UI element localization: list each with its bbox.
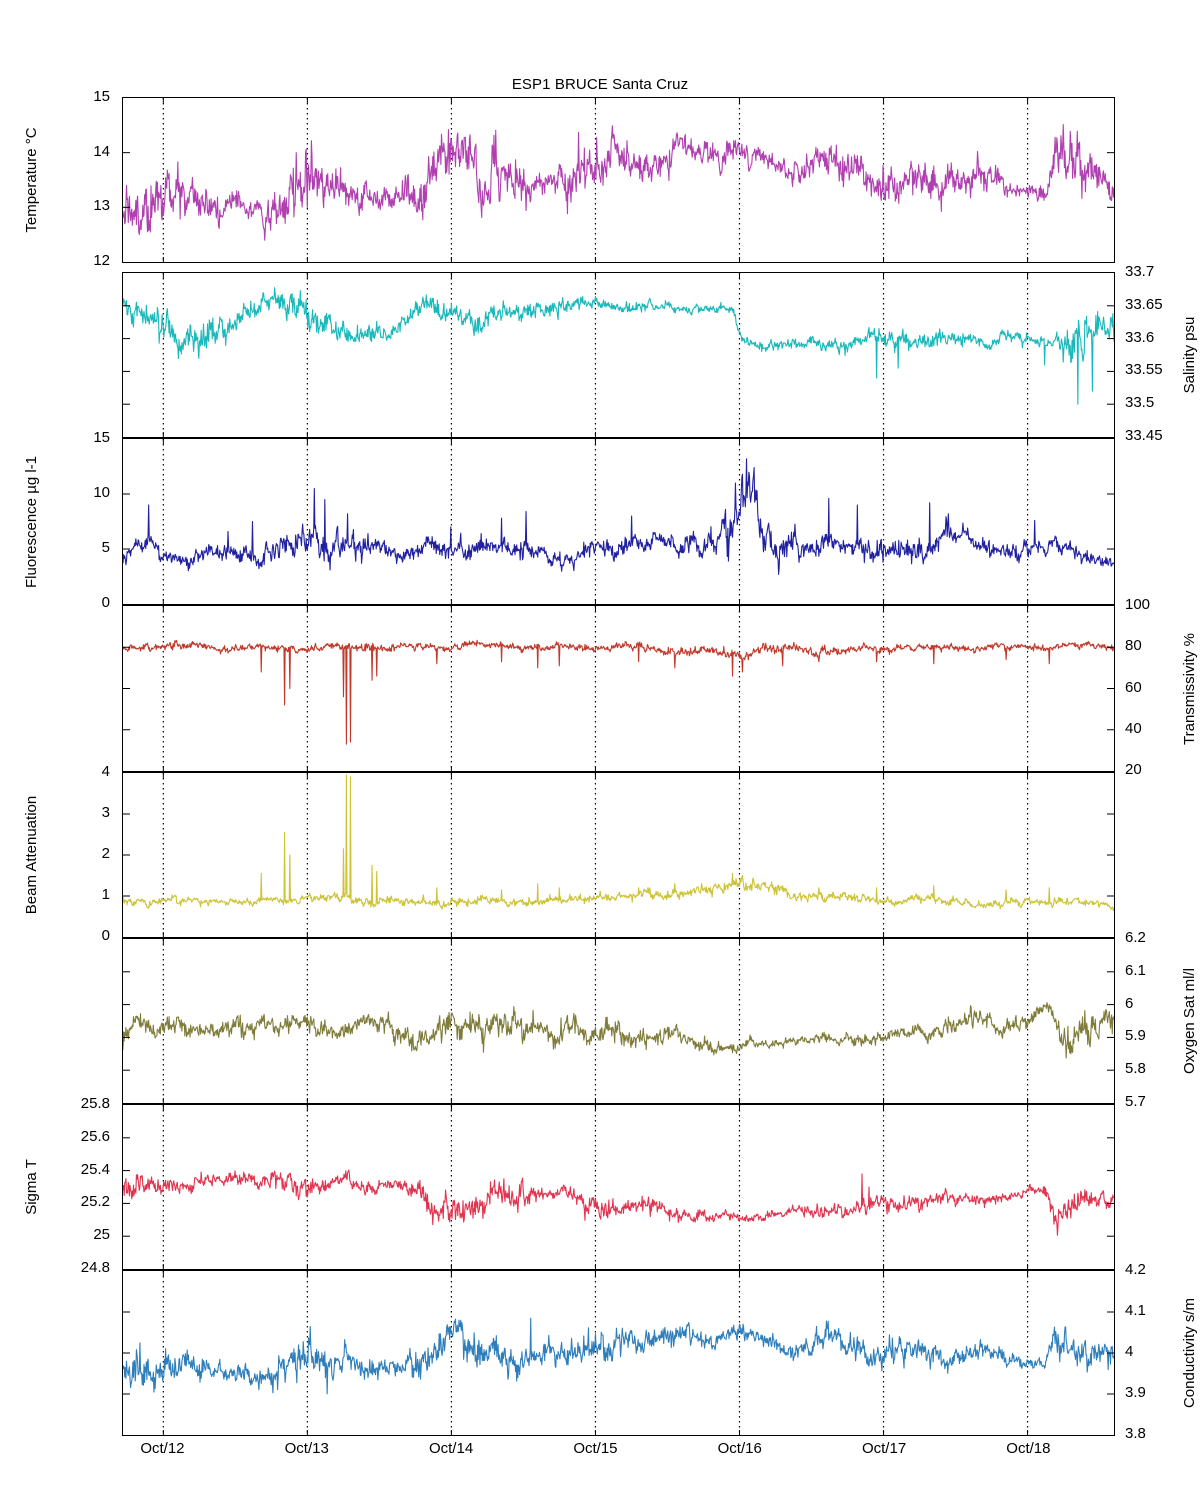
series-conductivity bbox=[123, 1317, 1114, 1395]
ytick-label-beam-attenuation-3: 3 bbox=[101, 804, 110, 821]
ytick-label-fluorescence-2: 10 bbox=[93, 484, 110, 501]
ticks-beam-attenuation bbox=[123, 773, 1114, 937]
ytick-label-salinity-1: 33.5 bbox=[1125, 394, 1155, 412]
series-fluorescence bbox=[123, 458, 1114, 575]
axis-label-fluorescence: Fluorescence µg l-1 bbox=[23, 455, 40, 588]
series-sigma-t bbox=[123, 1169, 1114, 1236]
panel-temperature bbox=[122, 97, 1115, 263]
ytick-label-fluorescence-1: 5 bbox=[101, 539, 110, 556]
gridlines-oxygen-saturation bbox=[162, 939, 1029, 1103]
ytick-label-conductivity-0: 3.8 bbox=[1125, 1425, 1146, 1442]
ytick-label-transmissivity-2: 60 bbox=[1125, 678, 1142, 696]
ytick-label-conductivity-1: 3.9 bbox=[1125, 1384, 1146, 1401]
ytick-label-conductivity-2: 4 bbox=[1125, 1343, 1134, 1360]
axis-label-sigma-t: Sigma T bbox=[23, 1159, 40, 1215]
ytick-label-salinity-2: 33.55 bbox=[1125, 361, 1163, 379]
ytick-label-oxygen-saturation-4: 6.1 bbox=[1125, 961, 1146, 979]
gridlines-fluorescence bbox=[162, 439, 1029, 604]
ytick-label-salinity-4: 33.65 bbox=[1125, 295, 1163, 313]
panel-beam-attenuation bbox=[122, 772, 1115, 938]
ytick-label-salinity-3: 33.6 bbox=[1125, 328, 1155, 346]
ticks-oxygen-saturation bbox=[123, 939, 1114, 1103]
ytick-label-sigma-t-2: 25.2 bbox=[80, 1193, 110, 1211]
xtick-label-oct-18: Oct/18 bbox=[1006, 1440, 1051, 1457]
ytick-label-beam-attenuation-1: 1 bbox=[101, 886, 110, 903]
ytick-label-temperature-2: 14 bbox=[93, 142, 110, 160]
panel-sigma-t bbox=[122, 1104, 1115, 1270]
gridlines-sigma-t bbox=[162, 1105, 1029, 1269]
ytick-label-sigma-t-5: 25.8 bbox=[80, 1095, 110, 1112]
xtick-label-oct-16: Oct/16 bbox=[717, 1440, 762, 1457]
panel-conductivity bbox=[122, 1270, 1115, 1436]
ytick-label-transmissivity-4: 100 bbox=[1125, 596, 1151, 613]
xtick-label-oct-14: Oct/14 bbox=[428, 1440, 474, 1457]
ytick-label-oxygen-saturation-2: 5.9 bbox=[1125, 1027, 1146, 1045]
panel-salinity bbox=[122, 272, 1115, 438]
axis-label-transmissivity: Transmissivity % bbox=[1181, 632, 1198, 745]
axis-label-beam-attenuation: Beam Attenuation bbox=[23, 795, 40, 915]
ytick-label-sigma-t-1: 25 bbox=[93, 1226, 110, 1244]
ytick-label-sigma-t-4: 25.6 bbox=[80, 1127, 110, 1145]
chart-title: ESP1 BRUCE Santa Cruz bbox=[511, 76, 689, 93]
xtick-label-oct-12: Oct/12 bbox=[140, 1440, 185, 1457]
panel-transmissivity bbox=[122, 605, 1115, 772]
ticks-sigma-t bbox=[123, 1105, 1114, 1269]
series-salinity bbox=[123, 287, 1114, 405]
ticks-fluorescence bbox=[123, 439, 1114, 604]
ytick-label-fluorescence-0: 0 bbox=[101, 594, 110, 611]
ytick-label-conductivity-3: 4.1 bbox=[1125, 1302, 1146, 1319]
panel-fluorescence bbox=[122, 438, 1115, 605]
ytick-label-temperature-3: 15 bbox=[93, 88, 110, 105]
ytick-label-beam-attenuation-0: 0 bbox=[101, 927, 110, 944]
axis-label-temperature: Temperature °C bbox=[23, 127, 40, 233]
ytick-label-sigma-t-0: 24.8 bbox=[80, 1259, 110, 1276]
ytick-label-beam-attenuation-2: 2 bbox=[101, 845, 110, 862]
ytick-label-transmissivity-1: 40 bbox=[1125, 719, 1142, 737]
ticks-conductivity bbox=[123, 1271, 1114, 1435]
gridlines-beam-attenuation bbox=[162, 773, 1029, 937]
ticks-transmissivity bbox=[123, 606, 1114, 771]
series-beam-attenuation bbox=[123, 774, 1114, 912]
series-transmissivity bbox=[123, 639, 1114, 745]
panel-oxygen-saturation bbox=[122, 938, 1115, 1104]
series-temperature bbox=[123, 124, 1114, 241]
ytick-label-temperature-1: 13 bbox=[93, 197, 110, 215]
ytick-label-oxygen-saturation-0: 5.7 bbox=[1125, 1093, 1146, 1110]
gridlines-transmissivity bbox=[162, 606, 1029, 771]
axis-label-salinity: Salinity psu bbox=[1181, 316, 1198, 394]
ytick-label-fluorescence-3: 15 bbox=[93, 429, 110, 446]
xtick-label-oct-17: Oct/17 bbox=[861, 1440, 907, 1457]
ytick-label-temperature-0: 12 bbox=[93, 252, 110, 269]
ytick-label-oxygen-saturation-3: 6 bbox=[1125, 994, 1134, 1012]
ytick-label-salinity-5: 33.7 bbox=[1125, 263, 1155, 280]
ytick-label-beam-attenuation-4: 4 bbox=[101, 763, 110, 780]
ytick-label-oxygen-saturation-5: 6.2 bbox=[1125, 929, 1146, 946]
ytick-label-conductivity-4: 4.2 bbox=[1125, 1261, 1146, 1278]
ticks-salinity bbox=[123, 273, 1114, 437]
xtick-label-oct-15: Oct/15 bbox=[573, 1440, 618, 1457]
ytick-label-sigma-t-3: 25.4 bbox=[80, 1160, 110, 1178]
xtick-label-oct-13: Oct/13 bbox=[284, 1440, 329, 1457]
ytick-label-salinity-0: 33.45 bbox=[1125, 427, 1163, 444]
ytick-label-transmissivity-0: 20 bbox=[1125, 761, 1142, 778]
axis-label-oxygen-saturation: Oxygen Sat ml/l bbox=[1181, 968, 1198, 1074]
axis-label-conductivity: Conductivity s/m bbox=[1181, 1297, 1198, 1409]
ytick-label-oxygen-saturation-1: 5.8 bbox=[1125, 1060, 1146, 1078]
ticks-temperature bbox=[123, 98, 1114, 262]
gridlines-conductivity bbox=[162, 1271, 1029, 1435]
series-oxygen-saturation bbox=[123, 1002, 1114, 1059]
ytick-label-transmissivity-3: 80 bbox=[1125, 637, 1142, 655]
